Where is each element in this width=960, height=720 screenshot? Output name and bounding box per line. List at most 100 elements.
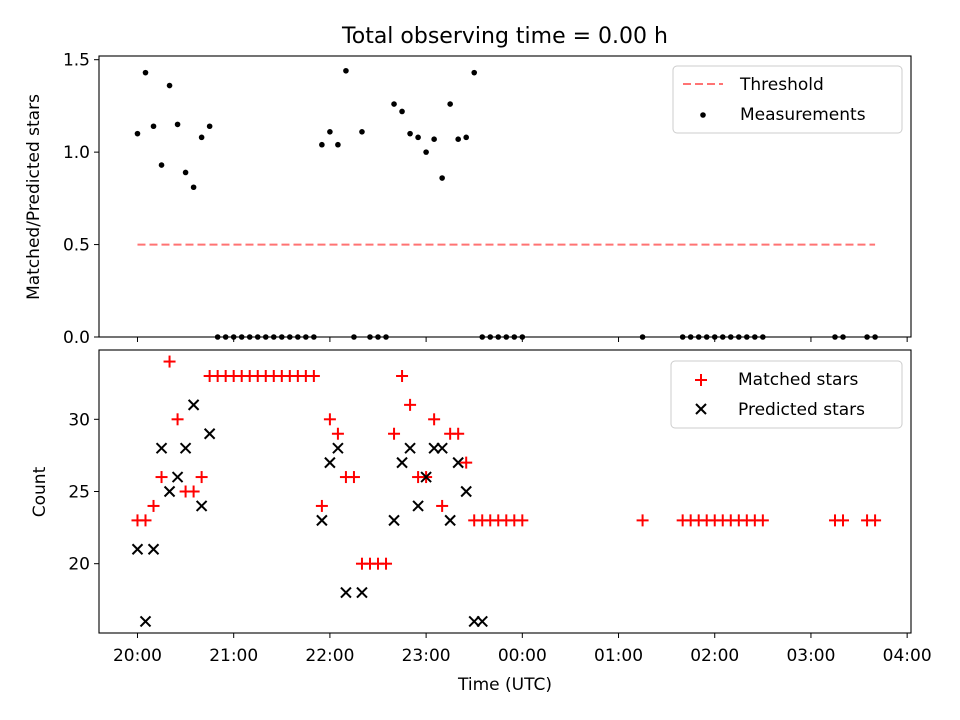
predicted-star-point <box>356 586 368 599</box>
matched-star-point <box>428 413 441 426</box>
matched-star-point <box>139 514 152 527</box>
matched-star-point <box>516 514 529 527</box>
measurement-point <box>471 69 478 76</box>
measurements-legend-label: Measurements <box>740 105 866 125</box>
predicted-star-point <box>444 514 456 527</box>
predicted-legend-label: Predicted stars <box>738 400 865 420</box>
matched-star-point <box>436 499 449 512</box>
count-xtick-label: 21:00 <box>209 646 258 666</box>
measurement-point <box>142 69 149 76</box>
ratio-ytick-label: 1.0 <box>63 143 90 163</box>
count-xtick-label: 01:00 <box>594 646 643 666</box>
count-ytick-label: 20 <box>68 555 90 575</box>
matched-star-point <box>380 557 393 570</box>
matched-star-point <box>307 369 320 382</box>
measurement-point <box>134 130 141 137</box>
measurements-legend-swatch <box>700 112 706 118</box>
count-panel-ylabel: Count <box>30 466 50 517</box>
measurement-point <box>431 136 437 142</box>
count-ytick-label: 25 <box>68 483 90 503</box>
count-ytick-label: 30 <box>68 410 90 430</box>
count-xtick-label: 20:00 <box>113 646 162 666</box>
matched-star-point <box>147 499 160 512</box>
measurement-point <box>463 134 469 141</box>
matched-star-point <box>396 369 409 382</box>
matched-star-point <box>163 355 176 368</box>
predicted-star-point <box>388 514 400 527</box>
measurement-point <box>166 82 173 89</box>
predicted-star-point <box>147 543 160 555</box>
matched-star-point <box>331 427 344 440</box>
predicted-star-point <box>436 442 448 454</box>
matched-star-point <box>171 413 184 426</box>
matched-legend-swatch <box>695 374 707 386</box>
ratio-ytick-label: 0.5 <box>63 236 90 256</box>
measurement-point <box>391 101 397 107</box>
count-panel-legend: Matched stars Predicted stars <box>670 360 903 429</box>
ratio-ytick-label: 0.0 <box>63 328 90 348</box>
matched-star-point <box>636 514 649 527</box>
threshold-legend-label: Threshold <box>739 75 824 95</box>
measurement-point <box>343 67 349 74</box>
measurement-point <box>359 128 365 135</box>
matched-star-point <box>837 514 850 527</box>
predicted-star-point <box>404 442 416 454</box>
matched-star-point <box>315 499 328 512</box>
predicted-star-point <box>460 485 472 498</box>
count-panel-frame <box>98 349 912 634</box>
measurement-point <box>415 134 421 141</box>
measurement-point <box>206 123 213 130</box>
predicted-star-point <box>163 485 176 498</box>
predicted-stars-series <box>131 399 488 628</box>
predicted-star-point <box>195 500 208 512</box>
ratio-panel-ylabel: Matched/Predicted stars <box>24 94 44 300</box>
measurement-point <box>158 162 165 168</box>
measurement-point <box>399 108 405 115</box>
predicted-star-point <box>412 500 424 512</box>
predicted-star-point <box>332 442 344 454</box>
matched-star-point <box>347 471 360 484</box>
matched-legend-label: Matched stars <box>738 370 858 390</box>
predicted-star-point <box>139 615 152 628</box>
ratio-legend-box <box>672 65 903 134</box>
matched-star-point <box>404 398 417 411</box>
predicted-star-point <box>476 615 488 628</box>
figure-title: Total observing time = 0.00 h <box>341 24 668 49</box>
predicted-star-point <box>171 471 184 483</box>
measurement-point <box>198 134 205 141</box>
matched-star-point <box>155 471 168 484</box>
measurement-point <box>439 175 445 181</box>
measurement-point <box>455 136 461 142</box>
predicted-star-point <box>203 428 216 440</box>
matched-star-point <box>388 427 401 440</box>
measurement-point <box>447 101 453 107</box>
matched-star-point <box>756 514 769 527</box>
count-xtick-label: 22:00 <box>305 646 354 666</box>
predicted-star-point <box>316 514 328 527</box>
matched-star-point <box>323 413 336 426</box>
measurement-point <box>174 121 181 128</box>
measurement-point <box>319 141 325 148</box>
predicted-star-point <box>340 586 352 599</box>
count-panel: 20 25 30 20:00 21:00 22:00 23:00 00:00 01:00 02:0… <box>30 349 932 695</box>
matched-star-point <box>460 456 473 469</box>
predicted-star-point <box>396 456 408 469</box>
count-xtick-label: 03:00 <box>786 646 835 666</box>
predicted-star-point <box>324 456 336 469</box>
measurement-point <box>150 123 157 130</box>
ratio-panel-legend: Threshold Measurements <box>672 65 903 134</box>
measurement-point <box>335 141 341 148</box>
count-legend-box <box>670 360 903 429</box>
predicted-star-point <box>187 399 200 411</box>
count-xtick-label: 23:00 <box>402 646 451 666</box>
predicted-star-point <box>155 442 168 454</box>
predicted-star-point <box>420 471 432 483</box>
count-panel-ticks: 20 25 30 20:00 21:00 22:00 23:00 00:00 01:00 02:0… <box>68 410 931 666</box>
count-xtick-label: 00:00 <box>498 646 547 666</box>
count-panel-xlabel: Time (UTC) <box>457 675 552 695</box>
ratio-panel-ticks: 0.0 0.5 1.0 1.5 <box>63 51 908 348</box>
predicted-star-point <box>179 442 192 454</box>
measurement-point <box>182 169 189 176</box>
measurement-point <box>190 184 197 191</box>
